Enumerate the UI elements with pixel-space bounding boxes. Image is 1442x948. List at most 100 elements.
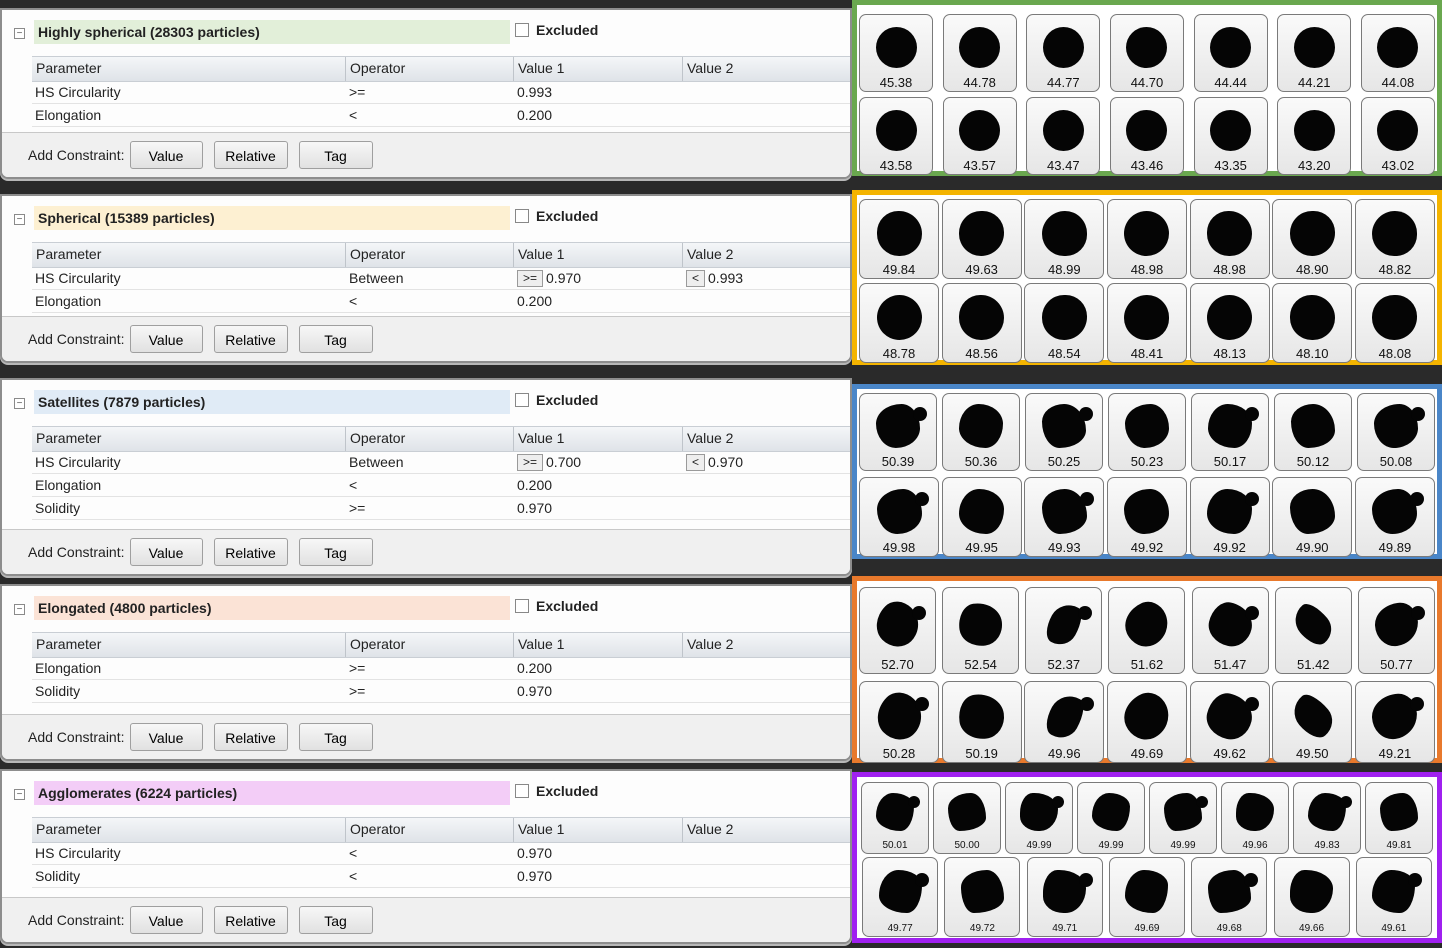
column-header[interactable]: Parameter: [32, 818, 346, 842]
particle-thumbnail[interactable]: 50.01: [861, 782, 929, 854]
table-row[interactable]: HS Circularity <0.970: [32, 842, 850, 865]
particle-thumbnail[interactable]: 49.98: [859, 477, 939, 557]
cell-value-1[interactable]: >= 0.700: [514, 451, 683, 473]
cell-value-1[interactable]: 0.970: [517, 682, 553, 699]
table-row[interactable]: Solidity >= 0.970: [32, 497, 850, 520]
particle-thumbnail[interactable]: 49.71: [1026, 857, 1103, 937]
checkbox-box[interactable]: [515, 784, 529, 798]
add-relative-button[interactable]: Relative: [213, 538, 288, 566]
particle-thumbnail[interactable]: 49.81: [1365, 782, 1433, 854]
add-relative-button[interactable]: Relative: [213, 723, 288, 751]
particle-thumbnail[interactable]: 49.99: [1149, 782, 1217, 854]
particle-thumbnail[interactable]: 49.69: [1106, 681, 1187, 763]
collapse-toggle-icon[interactable]: −: [14, 788, 25, 800]
particle-thumbnail[interactable]: 49.77: [862, 857, 939, 937]
particle-thumbnail[interactable]: 48.13: [1189, 283, 1270, 363]
particle-thumbnail[interactable]: 43.58: [859, 97, 933, 175]
particle-thumbnail[interactable]: 48.56: [941, 283, 1022, 363]
checkbox-box[interactable]: [515, 23, 529, 37]
add-value-button[interactable]: Value: [129, 723, 203, 751]
particle-thumbnail[interactable]: 52.37: [1025, 587, 1103, 674]
operator-button[interactable]: >=: [517, 269, 544, 287]
particle-thumbnail[interactable]: 49.96: [1221, 782, 1289, 854]
particle-thumbnail[interactable]: 48.54: [1024, 283, 1105, 363]
cell-value-1[interactable]: >= 0.970: [514, 267, 683, 289]
particle-thumbnail[interactable]: 48.98: [1189, 199, 1270, 279]
cell-value-2[interactable]: [683, 865, 850, 887]
particle-thumbnail[interactable]: 43.02: [1360, 97, 1435, 175]
particle-thumbnail[interactable]: 49.95: [941, 477, 1022, 557]
table-row[interactable]: Elongation <0.200: [32, 104, 850, 127]
particle-thumbnail[interactable]: 49.99: [1077, 782, 1145, 854]
particle-thumbnail[interactable]: 51.47: [1191, 587, 1269, 674]
particle-thumbnail[interactable]: 50.17: [1191, 393, 1269, 471]
column-header[interactable]: Value 2: [683, 427, 850, 451]
particle-thumbnail[interactable]: 50.19: [941, 681, 1022, 763]
particle-thumbnail[interactable]: 50.12: [1274, 393, 1352, 471]
column-header[interactable]: Operator: [346, 243, 514, 267]
particle-thumbnail[interactable]: 48.90: [1272, 199, 1353, 279]
add-tag-button[interactable]: Tag: [298, 325, 373, 353]
column-header[interactable]: Operator: [346, 427, 514, 451]
cell-value-1[interactable]: 0.970: [517, 499, 553, 516]
particle-thumbnail[interactable]: 49.90: [1272, 477, 1353, 557]
particle-thumbnail[interactable]: 49.69: [1108, 857, 1185, 937]
particle-thumbnail[interactable]: 49.63: [941, 199, 1022, 279]
column-header[interactable]: Operator: [346, 633, 514, 657]
cell-value-1[interactable]: 0.200: [517, 659, 553, 676]
table-row[interactable]: HS Circularity Between >= 0.970 <0.993: [32, 267, 850, 290]
particle-thumbnail[interactable]: 50.25: [1025, 393, 1103, 471]
table-row[interactable]: HS Circularity >= 0.993: [32, 81, 850, 104]
cell-value-2[interactable]: [683, 680, 850, 702]
particle-thumbnail[interactable]: 50.23: [1108, 393, 1186, 471]
particle-thumbnail[interactable]: 44.21: [1277, 14, 1352, 92]
table-row[interactable]: Elongation >= 0.200: [32, 657, 850, 680]
cell-value-1[interactable]: 0.970: [517, 867, 553, 884]
particle-thumbnail[interactable]: 48.41: [1106, 283, 1187, 363]
particle-thumbnail[interactable]: 50.00: [933, 782, 1001, 854]
add-value-button[interactable]: Value: [129, 325, 203, 353]
particle-thumbnail[interactable]: 49.99: [1005, 782, 1073, 854]
column-header[interactable]: Value 1: [514, 243, 683, 267]
column-header[interactable]: Parameter: [32, 427, 346, 451]
add-tag-button[interactable]: Tag: [298, 906, 373, 934]
excluded-checkbox[interactable]: Excluded: [515, 22, 598, 38]
collapse-toggle-icon[interactable]: −: [14, 27, 25, 39]
particle-thumbnail[interactable]: 45.38: [859, 14, 933, 92]
column-header[interactable]: Value 2: [683, 818, 850, 842]
particle-thumbnail[interactable]: 51.62: [1108, 587, 1186, 674]
table-row[interactable]: HS Circularity Between >= 0.700 <0.970: [32, 451, 850, 474]
column-header[interactable]: Value 1: [514, 427, 683, 451]
collapse-toggle-icon[interactable]: −: [14, 397, 25, 409]
excluded-checkbox[interactable]: Excluded: [515, 392, 598, 408]
particle-thumbnail[interactable]: 44.08: [1360, 14, 1435, 92]
particle-thumbnail[interactable]: 49.68: [1191, 857, 1268, 937]
particle-thumbnail[interactable]: 49.93: [1024, 477, 1105, 557]
excluded-checkbox[interactable]: Excluded: [515, 598, 598, 614]
column-header[interactable]: Parameter: [32, 633, 346, 657]
cell-value-2[interactable]: [683, 842, 850, 864]
particle-thumbnail[interactable]: 48.82: [1354, 199, 1435, 279]
operator-button[interactable]: <: [686, 269, 706, 287]
particle-thumbnail[interactable]: 48.99: [1024, 199, 1105, 279]
particle-thumbnail[interactable]: 48.98: [1106, 199, 1187, 279]
particle-thumbnail[interactable]: 49.61: [1355, 857, 1432, 937]
add-tag-button[interactable]: Tag: [298, 723, 373, 751]
cell-value-1[interactable]: 0.993: [517, 83, 553, 100]
particle-thumbnail[interactable]: 50.36: [942, 393, 1020, 471]
particle-thumbnail[interactable]: 43.20: [1277, 97, 1352, 175]
particle-thumbnail[interactable]: 52.70: [859, 587, 936, 674]
particle-thumbnail[interactable]: 44.77: [1026, 14, 1101, 92]
particle-thumbnail[interactable]: 43.35: [1193, 97, 1268, 175]
add-value-button[interactable]: Value: [129, 538, 203, 566]
particle-thumbnail[interactable]: 49.92: [1106, 477, 1187, 557]
particle-thumbnail[interactable]: 43.47: [1026, 97, 1101, 175]
column-header[interactable]: Value 1: [514, 818, 683, 842]
add-value-button[interactable]: Value: [129, 906, 203, 934]
cell-value-1[interactable]: 0.200: [517, 476, 553, 493]
particle-thumbnail[interactable]: 50.28: [859, 681, 939, 763]
particle-thumbnail[interactable]: 49.21: [1354, 681, 1435, 763]
column-header[interactable]: Value 2: [683, 243, 850, 267]
particle-thumbnail[interactable]: 44.44: [1193, 14, 1268, 92]
add-relative-button[interactable]: Relative: [213, 906, 288, 934]
